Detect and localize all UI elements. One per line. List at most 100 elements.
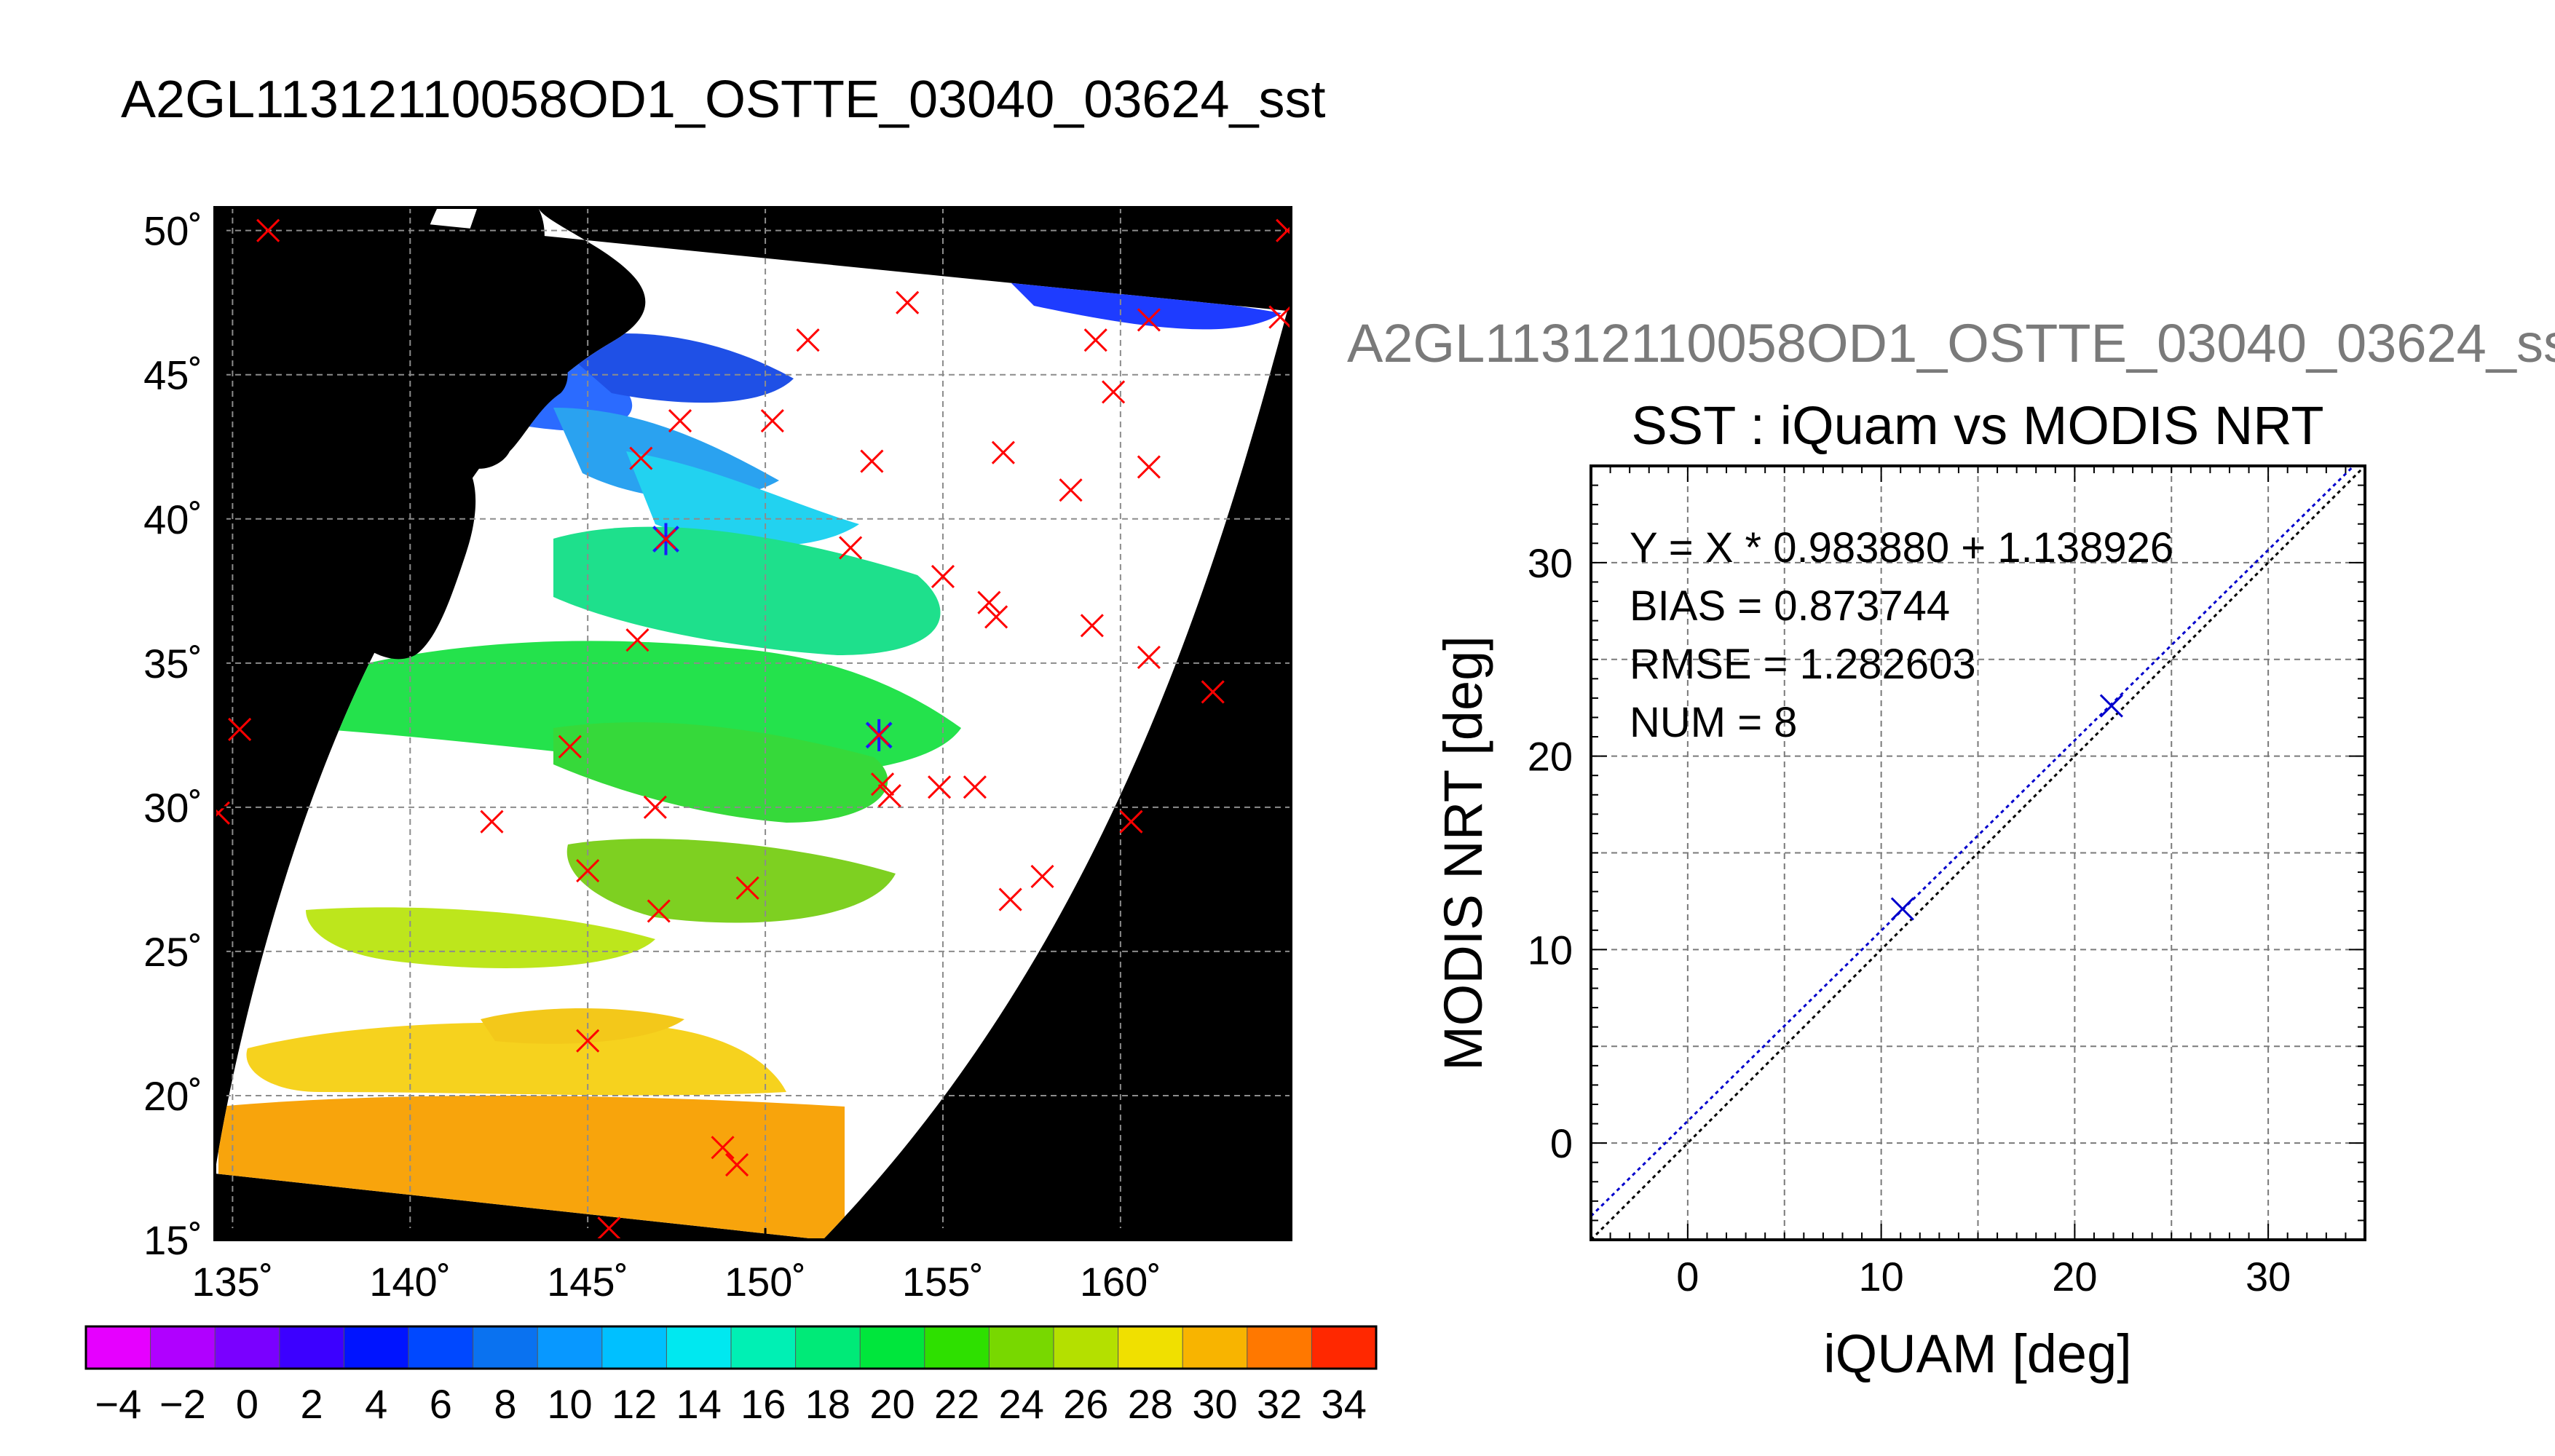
chart-title: A2GL11312110058OD1_OSTTE_03040_03624_sst	[121, 71, 1326, 129]
in-situ-marker	[984, 605, 1008, 629]
map-grid	[215, 207, 1291, 1240]
colorbar-tick-label: 24	[999, 1381, 1044, 1427]
in-situ-marker	[796, 328, 820, 352]
map-y-tick-label: 35˚	[143, 641, 202, 687]
scatter-y-tick-label: 30	[1528, 540, 1573, 586]
in-situ-marker	[711, 1136, 735, 1160]
colorbar-step	[860, 1326, 925, 1369]
map-x-tick-label: 160˚	[1080, 1259, 1161, 1305]
map-y-tick-label: 50˚	[143, 208, 202, 254]
in-situ-marker	[576, 1029, 600, 1053]
in-situ-marker	[643, 795, 667, 819]
colorbar-step	[537, 1326, 603, 1369]
colorbar-step	[989, 1326, 1054, 1369]
map-x-axis: 135˚ 140˚ 145˚ 150˚ 155˚ 160˚	[191, 1228, 1161, 1305]
colorbar-tick-label: −4	[95, 1381, 141, 1427]
colorbar-tick-label: 2	[301, 1381, 323, 1427]
colorbar-step	[666, 1326, 732, 1369]
in-situ-marker	[625, 628, 649, 652]
colorbar-tick-label: 14	[676, 1381, 722, 1427]
in-situ-marker	[977, 590, 1001, 614]
in-situ-marker	[228, 717, 252, 741]
map-y-tick-label: 20˚	[143, 1073, 202, 1119]
colorbar-step	[86, 1326, 151, 1369]
map-y-tick-label: 15˚	[143, 1217, 202, 1263]
colorbar-tick-label: 28	[1128, 1381, 1173, 1427]
colorbar-step	[601, 1326, 667, 1369]
in-situ-marker	[963, 775, 987, 799]
map-panel: 135˚ 140˚ 145˚ 150˚ 155˚ 160˚ 15˚ 20˚ 25˚ 30˚ 35˚…	[143, 206, 1292, 1305]
in-situ-marker	[1137, 645, 1161, 669]
in-situ-marker	[724, 1152, 749, 1177]
scatter-x-tick-label: 0	[1676, 1254, 1699, 1299]
scatter-point	[1890, 897, 1914, 921]
in-situ-marker	[1080, 614, 1104, 638]
in-situ-marker	[1201, 680, 1225, 704]
colorbar: −4 −2 0 2 4 6 8 10 12 14 16 18 20 22 24 26 28 30 32 34	[84, 1325, 1378, 1427]
in-situ-marker	[839, 536, 863, 560]
colorbar-tick-label: 6	[430, 1381, 452, 1427]
in-situ-marker	[597, 1216, 621, 1240]
scatter-panel: A2GL11312110058OD1_OSTTE_03040_03624_sst…	[1347, 313, 2555, 1384]
colorbar-frame	[84, 1325, 1378, 1370]
map-x-tick-label: 145˚	[547, 1259, 628, 1305]
in-situ-marker	[1119, 810, 1143, 834]
in-situ-marker	[1268, 305, 1291, 329]
colorbar-tick-label: 34	[1322, 1381, 1367, 1427]
colorbar-tick-label: 10	[547, 1381, 592, 1427]
in-situ-marker	[655, 529, 676, 550]
colorbar-step	[1118, 1326, 1183, 1369]
colorbar-tick-label: 12	[612, 1381, 657, 1427]
in-situ-marker	[1083, 328, 1107, 352]
colorbar-step	[279, 1326, 344, 1369]
scatter-minor-ticks	[1590, 465, 2366, 1241]
in-situ-marker	[991, 440, 1015, 464]
map-x-tick-label: 150˚	[724, 1259, 806, 1305]
map-y-tick-label: 30˚	[143, 785, 202, 831]
in-situ-marker	[928, 775, 952, 799]
colorbar-tick-label: 0	[236, 1381, 258, 1427]
in-situ-marker	[1137, 455, 1161, 479]
sst-field	[218, 277, 1282, 1240]
in-situ-marker	[668, 409, 692, 433]
scatter-x-tick-label: 10	[1858, 1254, 1903, 1299]
colorbar-step	[344, 1326, 409, 1369]
in-situ-marker	[869, 724, 890, 745]
in-situ-marker	[870, 772, 895, 796]
scatter-point	[2099, 694, 2123, 718]
in-situ-marker	[931, 564, 955, 589]
colorbar-step	[1054, 1326, 1119, 1369]
scatter-y-tick-label: 20	[1528, 734, 1573, 780]
scatter-x-tick-label: 30	[2246, 1254, 2291, 1299]
map-x-tick-label: 135˚	[191, 1259, 273, 1305]
scatter-grid	[1591, 466, 2365, 1240]
colorbar-step	[795, 1326, 861, 1369]
colorbar-step	[731, 1326, 797, 1369]
land-mainland	[215, 209, 437, 612]
in-situ-marker	[629, 446, 653, 470]
map-frame	[213, 206, 1292, 1241]
map-x-tick-label: 140˚	[369, 1259, 451, 1305]
colorbar-tick-label: 20	[869, 1381, 915, 1427]
colorbar-tick-label: −2	[159, 1381, 206, 1427]
colorbar-step	[924, 1326, 990, 1369]
colorbar-tick-label: 26	[1063, 1381, 1108, 1427]
scatter-x-tick-label: 20	[2052, 1254, 2097, 1299]
colorbar-tick-label: 30	[1192, 1381, 1237, 1427]
scatter-y-axis: 0 10 20 30	[1528, 540, 1573, 1166]
colorbar-tick-label: 4	[365, 1381, 387, 1427]
colorbar-steps	[86, 1326, 1377, 1369]
in-situ-marker	[576, 858, 600, 883]
in-situ-marker	[896, 290, 920, 314]
colorbar-step	[1247, 1326, 1312, 1369]
colorbar-ticks: −4 −2 0 2 4 6 8 10 12 14 16 18 20 22 24 26 28 30 32 34	[95, 1381, 1366, 1427]
colorbar-tick-label: 32	[1257, 1381, 1302, 1427]
in-situ-marker	[860, 449, 884, 473]
map-y-tick-label: 40˚	[143, 496, 202, 542]
colorbar-step	[408, 1326, 474, 1369]
scatter-title: SST : iQuam vs MODIS NRT	[1631, 395, 2323, 456]
in-situ-marker	[215, 606, 216, 628]
land-japan-honshu	[328, 451, 476, 660]
colorbar-tick-label: 8	[494, 1381, 516, 1427]
